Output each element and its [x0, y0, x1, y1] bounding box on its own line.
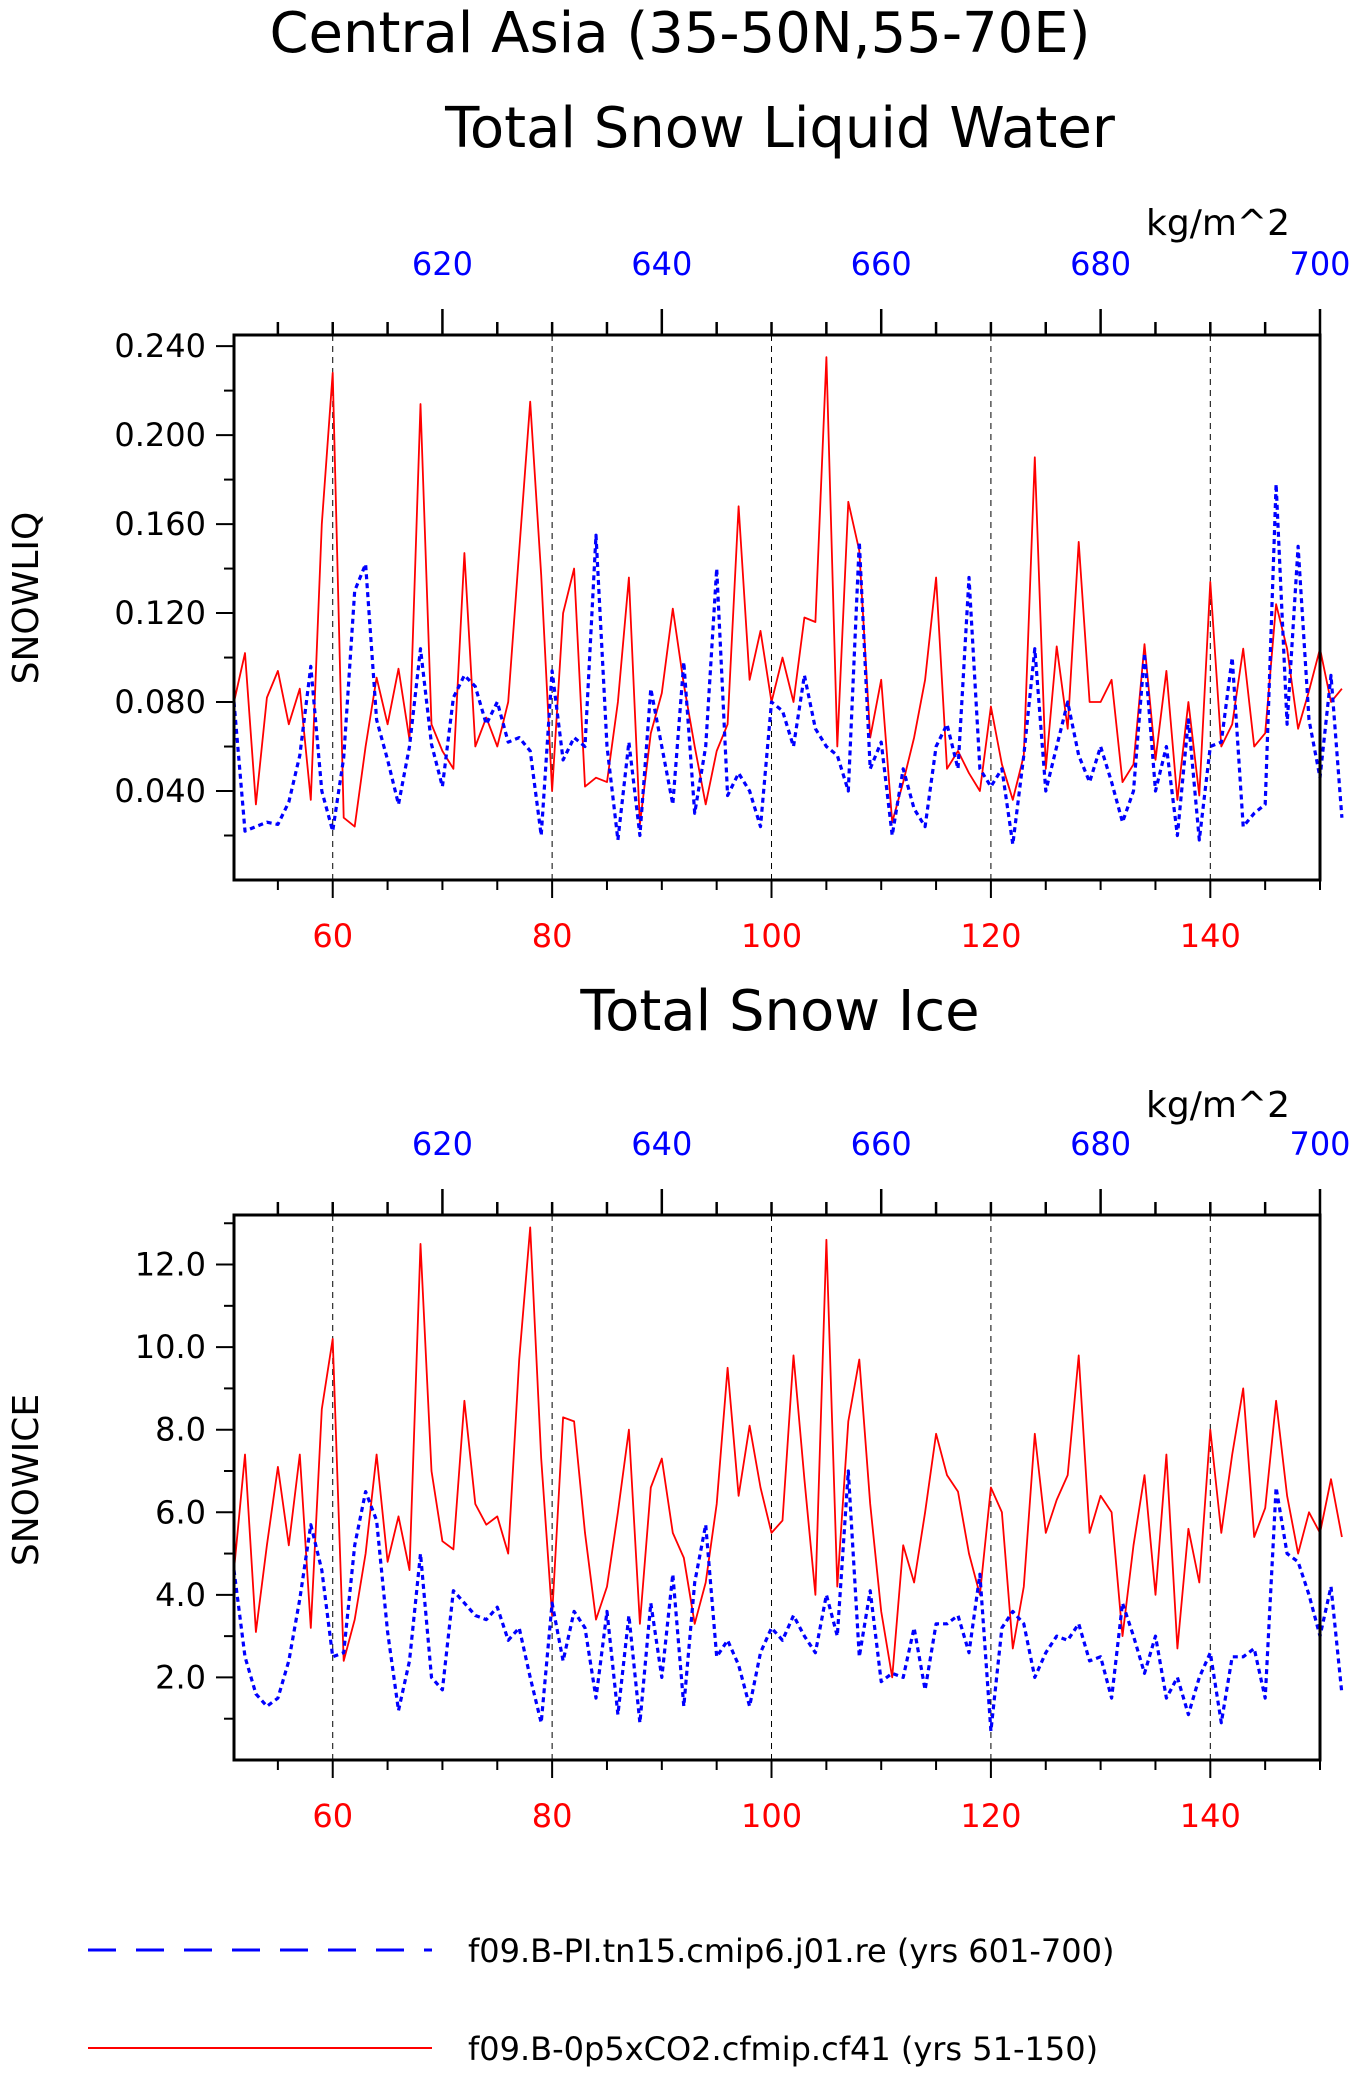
snowliq-bottom-tick-label-80: 80 — [532, 917, 573, 955]
snowice-y-axis-label: SNOWICE — [6, 1394, 47, 1566]
main-title: Central Asia (35-50N,55-70E) — [269, 1, 1090, 66]
snowice-top-tick-label-700: 700 — [1289, 1125, 1350, 1163]
snowice-panel-title: Total Snow Ice — [579, 979, 979, 1044]
snowliq-series-co2-line — [233, 356, 1343, 828]
snowice-bottom-tick-label-80: 80 — [532, 1797, 573, 1835]
snowliq-panel: Total Snow Liquid Water kg/m^2 SNOWLIQ 6… — [6, 96, 1351, 955]
snowice-y-tick-label-1: 4.0 — [155, 1576, 206, 1614]
snowice-bottom-tick-label-120: 120 — [960, 1797, 1021, 1835]
snowliq-y-tick-label-0: 0.040 — [114, 772, 206, 810]
snowliq-y-tick-label-2: 0.120 — [114, 594, 206, 632]
snowliq-bottom-tick-label-100: 100 — [741, 917, 802, 955]
snowliq-y-axis-label: SNOWLIQ — [6, 512, 47, 685]
snowice-top-tick-label-640: 640 — [631, 1125, 692, 1163]
snowice-bottom-tick-label-100: 100 — [741, 1797, 802, 1835]
snowliq-bottom-tick-label-120: 120 — [960, 917, 1021, 955]
snowliq-panel-title: Total Snow Liquid Water — [444, 96, 1116, 161]
snowliq-y-tick-label-3: 0.160 — [114, 505, 206, 543]
snowliq-plot-area: 60 80 100 120 140 620 640 660 680 700 0.040 0.080 0.… — [114, 245, 1350, 955]
legend-entry-co2: f09.B-0p5xCO2.cfmip.cf41 (yrs 51-150) — [468, 2030, 1098, 2068]
snowliq-top-tick-label-660: 660 — [851, 245, 912, 283]
snowliq-plot-frame — [232, 333, 1322, 882]
snowice-series-co2-line — [233, 1226, 1343, 1679]
snowice-top-tick-label-680: 680 — [1070, 1125, 1131, 1163]
snowice-panel: Total Snow Ice kg/m^2 SNOWICE 60 80 100 120… — [6, 979, 1351, 1835]
snowliq-y-tick-label-4: 0.200 — [114, 416, 206, 454]
snowice-y-tick-label-2: 6.0 — [155, 1493, 206, 1531]
snowliq-units-label: kg/m^2 — [1146, 203, 1290, 244]
snowliq-bottom-tick-label-60: 60 — [312, 917, 353, 955]
snowliq-top-tick-label-700: 700 — [1289, 245, 1350, 283]
snowice-units-label: kg/m^2 — [1146, 1085, 1290, 1126]
snowice-top-tick-label-660: 660 — [851, 1125, 912, 1163]
snowice-y-tick-label-3: 8.0 — [155, 1411, 206, 1449]
snowice-y-tick-label-0: 2.0 — [155, 1658, 206, 1696]
legend-entry-pi: f09.B-PI.tn15.cmip6.j01.re (yrs 601-700) — [468, 1932, 1114, 1970]
snowice-y-tick-label-4: 10.0 — [135, 1328, 206, 1366]
snowice-bottom-tick-label-140: 140 — [1180, 1797, 1241, 1835]
snowliq-top-tick-label-640: 640 — [631, 245, 692, 283]
snowliq-bottom-tick-label-140: 140 — [1180, 917, 1241, 955]
legend: f09.B-PI.tn15.cmip6.j01.re (yrs 601-700)… — [88, 1932, 1114, 2068]
snowliq-y-tick-label-1: 0.080 — [114, 683, 206, 721]
snowice-series-pi-line — [232, 1469, 1344, 1733]
snowliq-top-tick-label-620: 620 — [412, 245, 473, 283]
snowliq-y-tick-label-5: 0.240 — [114, 327, 206, 365]
snowice-y-tick-label-5: 12.0 — [135, 1246, 206, 1284]
snowice-plot-frame — [232, 1213, 1322, 1762]
snowice-plot-area: 60 80 100 120 140 620 640 660 680 700 2.0 4.0 6.0 8.0… — [135, 1125, 1351, 1835]
snowice-bottom-tick-label-60: 60 — [312, 1797, 353, 1835]
snowice-top-tick-label-620: 620 — [412, 1125, 473, 1163]
snowliq-top-tick-label-680: 680 — [1070, 245, 1131, 283]
